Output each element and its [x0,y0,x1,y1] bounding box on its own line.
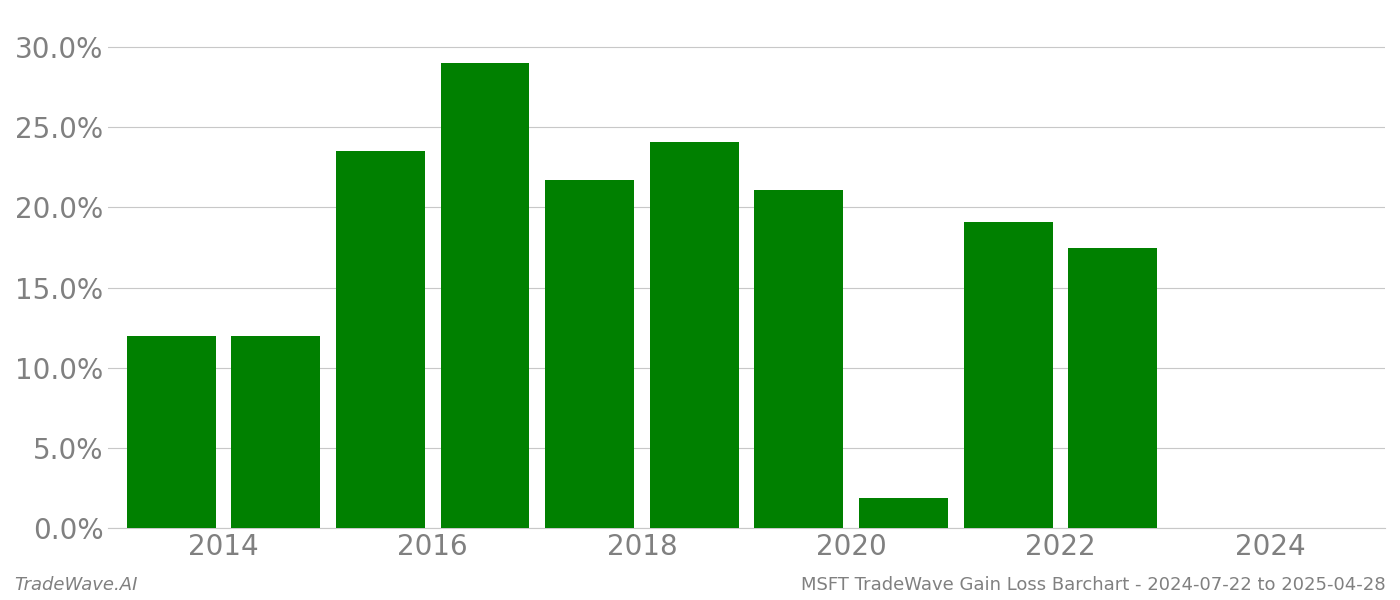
Bar [126,336,216,528]
Bar [441,63,529,528]
Bar [1068,248,1158,528]
Text: MSFT TradeWave Gain Loss Barchart - 2024-07-22 to 2025-04-28: MSFT TradeWave Gain Loss Barchart - 2024… [801,576,1386,594]
Bar [545,180,634,528]
Bar [336,151,424,528]
Text: TradeWave.AI: TradeWave.AI [14,576,137,594]
Bar [860,497,948,528]
Bar [650,142,739,528]
Bar [755,190,843,528]
Bar [231,336,321,528]
Bar [963,222,1053,528]
